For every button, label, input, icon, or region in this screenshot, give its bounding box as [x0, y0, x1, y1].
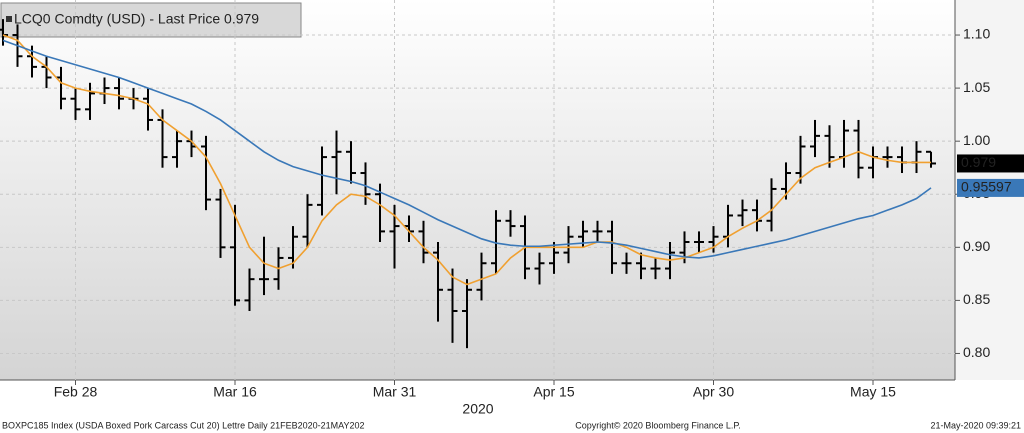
x-tick-label: Feb 28: [54, 384, 98, 400]
x-tick-label: May 15: [850, 384, 896, 400]
y-tick-label: 0.90: [963, 238, 990, 254]
footer-left: BOXPC185 Index (USDA Boxed Pork Carcass …: [2, 420, 365, 430]
legend-box: [0, 2, 302, 38]
plot-area: [0, 0, 955, 380]
footer-center: Copyright© 2020 Bloomberg Finance L.P.: [575, 420, 741, 430]
y-tick-label: 1.10: [963, 26, 990, 42]
moving-average-label: 0.95597: [961, 179, 1012, 195]
last-price-label-box: [957, 154, 1024, 173]
x-tick-label: Mar 16: [213, 384, 257, 400]
x-tick-label: Mar 31: [373, 384, 417, 400]
last-price-label: 0.979: [961, 154, 996, 170]
footer-right: 21-May-2020 09:39:21: [930, 420, 1021, 430]
legend-text: LCQ0 Comdty (USD) - Last Price 0.979: [14, 11, 259, 27]
x-tick-label: Apr 15: [533, 384, 574, 400]
moving-average-line: [2, 39, 932, 259]
y-tick-label: 0.85: [963, 291, 990, 307]
moving-average-label-box: [957, 178, 1024, 197]
y-tick-label: 0.80: [963, 344, 990, 360]
x-axis-label: 2020: [462, 401, 493, 417]
moving-average-line: [2, 34, 931, 286]
x-tick-label: Apr 30: [693, 384, 734, 400]
legend-icon: [6, 16, 12, 22]
y-tick-label: 1.00: [963, 132, 990, 148]
y-tick-label: 1.05: [963, 79, 990, 95]
